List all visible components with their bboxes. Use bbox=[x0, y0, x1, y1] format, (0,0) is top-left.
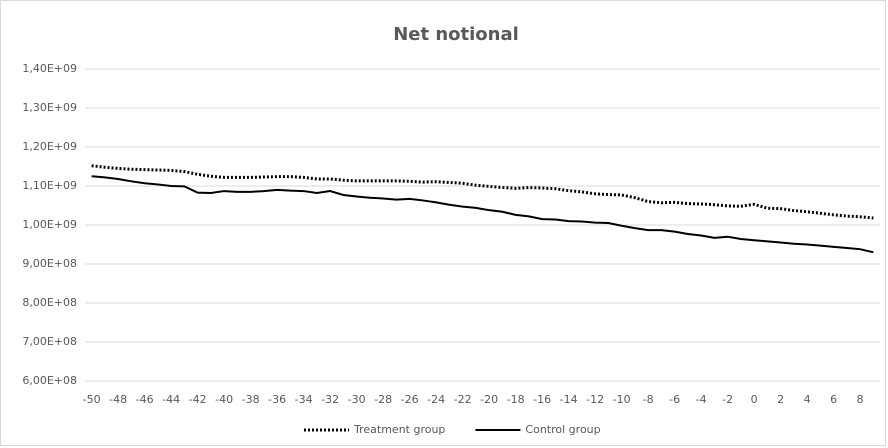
x-tick-label: 4 bbox=[804, 393, 811, 406]
series-line bbox=[91, 164, 874, 220]
x-tick-label: -22 bbox=[454, 393, 472, 406]
x-tick-label: -16 bbox=[533, 393, 551, 406]
x-tick-label: -44 bbox=[162, 393, 180, 406]
y-tick-label: 7,00E+08 bbox=[22, 335, 77, 348]
x-tick-label: -30 bbox=[348, 393, 366, 406]
x-tick-label: -28 bbox=[374, 393, 392, 406]
x-tick-label: -10 bbox=[613, 393, 631, 406]
series-line bbox=[91, 175, 874, 254]
x-tick-label: -36 bbox=[268, 393, 286, 406]
x-tick-label: -18 bbox=[507, 393, 525, 406]
x-tick-label: 6 bbox=[830, 393, 837, 406]
x-tick-label: -20 bbox=[480, 393, 498, 406]
x-tick-label: 2 bbox=[777, 393, 784, 406]
x-tick-label: -24 bbox=[427, 393, 445, 406]
legend-label: Treatment group bbox=[353, 423, 445, 436]
x-tick-label: -50 bbox=[83, 393, 101, 406]
x-tick-label: -48 bbox=[109, 393, 127, 406]
x-tick-label: -4 bbox=[696, 393, 707, 406]
chart-title: Net notional bbox=[393, 24, 519, 45]
x-tick-label: 0 bbox=[751, 393, 758, 406]
x-tick-label: -42 bbox=[189, 393, 207, 406]
x-tick-label: -40 bbox=[215, 393, 233, 406]
y-tick-label: 1,10E+09 bbox=[22, 179, 77, 192]
y-tick-label: 1,40E+09 bbox=[22, 62, 77, 75]
x-tick-label: 8 bbox=[857, 393, 864, 406]
x-tick-label: -8 bbox=[643, 393, 654, 406]
x-tick-label: -2 bbox=[722, 393, 733, 406]
x-tick-label: -12 bbox=[586, 393, 604, 406]
y-tick-label: 1,30E+09 bbox=[22, 101, 77, 114]
x-tick-label: -26 bbox=[401, 393, 419, 406]
x-tick-label: -46 bbox=[136, 393, 154, 406]
y-tick-label: 8,00E+08 bbox=[22, 296, 77, 309]
y-tick-label: 9,00E+08 bbox=[22, 257, 77, 270]
x-tick-label: -34 bbox=[295, 393, 313, 406]
y-tick-label: 1,00E+09 bbox=[22, 218, 77, 231]
x-tick-label: -32 bbox=[321, 393, 339, 406]
x-tick-label: -6 bbox=[669, 393, 680, 406]
y-tick-label: 1,20E+09 bbox=[22, 140, 77, 153]
y-tick-label: 6,00E+08 bbox=[22, 374, 77, 387]
legend-label: Control group bbox=[525, 423, 600, 436]
x-tick-label: -38 bbox=[242, 393, 260, 406]
x-tick-label: -14 bbox=[560, 393, 578, 406]
